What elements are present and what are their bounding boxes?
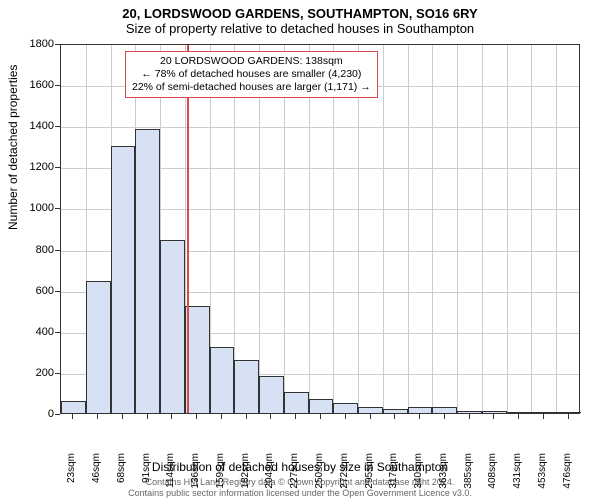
footer-line2: Contains public sector information licen…: [0, 488, 600, 498]
x-tick-mark: [394, 414, 395, 419]
histogram-bar: [556, 412, 581, 413]
histogram-bar: [135, 129, 160, 413]
gridline-v: [482, 45, 483, 413]
gridline-v: [309, 45, 310, 413]
annotation-line: 22% of semi-detached houses are larger (…: [132, 81, 371, 94]
histogram-bar: [210, 347, 235, 413]
gridline-h: [61, 127, 579, 128]
chart-title-line2: Size of property relative to detached ho…: [0, 21, 600, 38]
gridline-v: [507, 45, 508, 413]
y-tick-mark: [55, 85, 60, 86]
gridline-v: [234, 45, 235, 413]
histogram-bar: [408, 407, 433, 413]
histogram-bar: [432, 407, 457, 413]
gridline-v: [333, 45, 334, 413]
gridline-v: [457, 45, 458, 413]
chart-container: 20, LORDSWOOD GARDENS, SOUTHAMPTON, SO16…: [0, 0, 600, 500]
x-tick-mark: [246, 414, 247, 419]
y-tick-label: 1000: [14, 202, 54, 214]
y-tick-label: 1600: [14, 79, 54, 91]
x-tick-mark: [419, 414, 420, 419]
y-tick-mark: [55, 208, 60, 209]
x-tick-mark: [295, 414, 296, 419]
y-tick-mark: [55, 414, 60, 415]
x-tick-mark: [444, 414, 445, 419]
y-tick-mark: [55, 291, 60, 292]
histogram-bar: [457, 411, 482, 413]
y-tick-label: 0: [14, 408, 54, 420]
histogram-bar: [309, 399, 334, 413]
gridline-v: [383, 45, 384, 413]
chart-title-line1: 20, LORDSWOOD GARDENS, SOUTHAMPTON, SO16…: [0, 0, 600, 21]
y-tick-label: 400: [14, 326, 54, 338]
y-tick-label: 1400: [14, 120, 54, 132]
annotation-line: ← 78% of detached houses are smaller (4,…: [132, 68, 371, 81]
x-tick-mark: [72, 414, 73, 419]
x-tick-mark: [196, 414, 197, 419]
histogram-bar: [531, 412, 556, 413]
gridline-v: [531, 45, 532, 413]
reference-line: [187, 45, 189, 413]
y-tick-label: 800: [14, 244, 54, 256]
x-tick-mark: [122, 414, 123, 419]
gridline-v: [432, 45, 433, 413]
y-tick-label: 1800: [14, 38, 54, 50]
histogram-bar: [284, 392, 309, 413]
footer-attribution: Contains HM Land Registry data © Crown c…: [0, 477, 600, 498]
histogram-bar: [234, 360, 259, 413]
y-tick-label: 200: [14, 367, 54, 379]
histogram-bar: [383, 409, 408, 413]
footer-line1: Contains HM Land Registry data © Crown c…: [0, 477, 600, 487]
histogram-bar: [259, 376, 284, 413]
x-tick-mark: [221, 414, 222, 419]
x-tick-mark: [568, 414, 569, 419]
x-tick-mark: [171, 414, 172, 419]
histogram-bar: [358, 407, 383, 413]
y-tick-mark: [55, 250, 60, 251]
y-tick-label: 600: [14, 285, 54, 297]
histogram-bar: [61, 401, 86, 413]
histogram-bar: [482, 411, 507, 413]
x-tick-mark: [543, 414, 544, 419]
x-tick-mark: [320, 414, 321, 419]
x-tick-mark: [270, 414, 271, 419]
y-tick-mark: [55, 126, 60, 127]
plot-area: 20 LORDSWOOD GARDENS: 138sqm← 78% of det…: [60, 44, 580, 414]
histogram-bar: [111, 146, 136, 413]
y-tick-mark: [55, 44, 60, 45]
x-tick-mark: [370, 414, 371, 419]
y-tick-mark: [55, 373, 60, 374]
gridline-v: [284, 45, 285, 413]
y-tick-mark: [55, 167, 60, 168]
x-tick-mark: [518, 414, 519, 419]
histogram-bar: [507, 412, 532, 413]
histogram-bar: [333, 403, 358, 413]
gridline-v: [259, 45, 260, 413]
x-tick-mark: [469, 414, 470, 419]
histogram-bar: [86, 281, 111, 413]
gridline-v: [358, 45, 359, 413]
histogram-bar: [160, 240, 185, 413]
annotation-line: 20 LORDSWOOD GARDENS: 138sqm: [132, 55, 371, 68]
y-tick-label: 1200: [14, 161, 54, 173]
gridline-v: [556, 45, 557, 413]
x-tick-mark: [97, 414, 98, 419]
gridline-v: [408, 45, 409, 413]
annotation-box: 20 LORDSWOOD GARDENS: 138sqm← 78% of det…: [125, 51, 378, 98]
x-tick-mark: [493, 414, 494, 419]
x-tick-mark: [345, 414, 346, 419]
x-tick-mark: [147, 414, 148, 419]
x-axis-label: Distribution of detached houses by size …: [0, 460, 600, 474]
y-tick-mark: [55, 332, 60, 333]
